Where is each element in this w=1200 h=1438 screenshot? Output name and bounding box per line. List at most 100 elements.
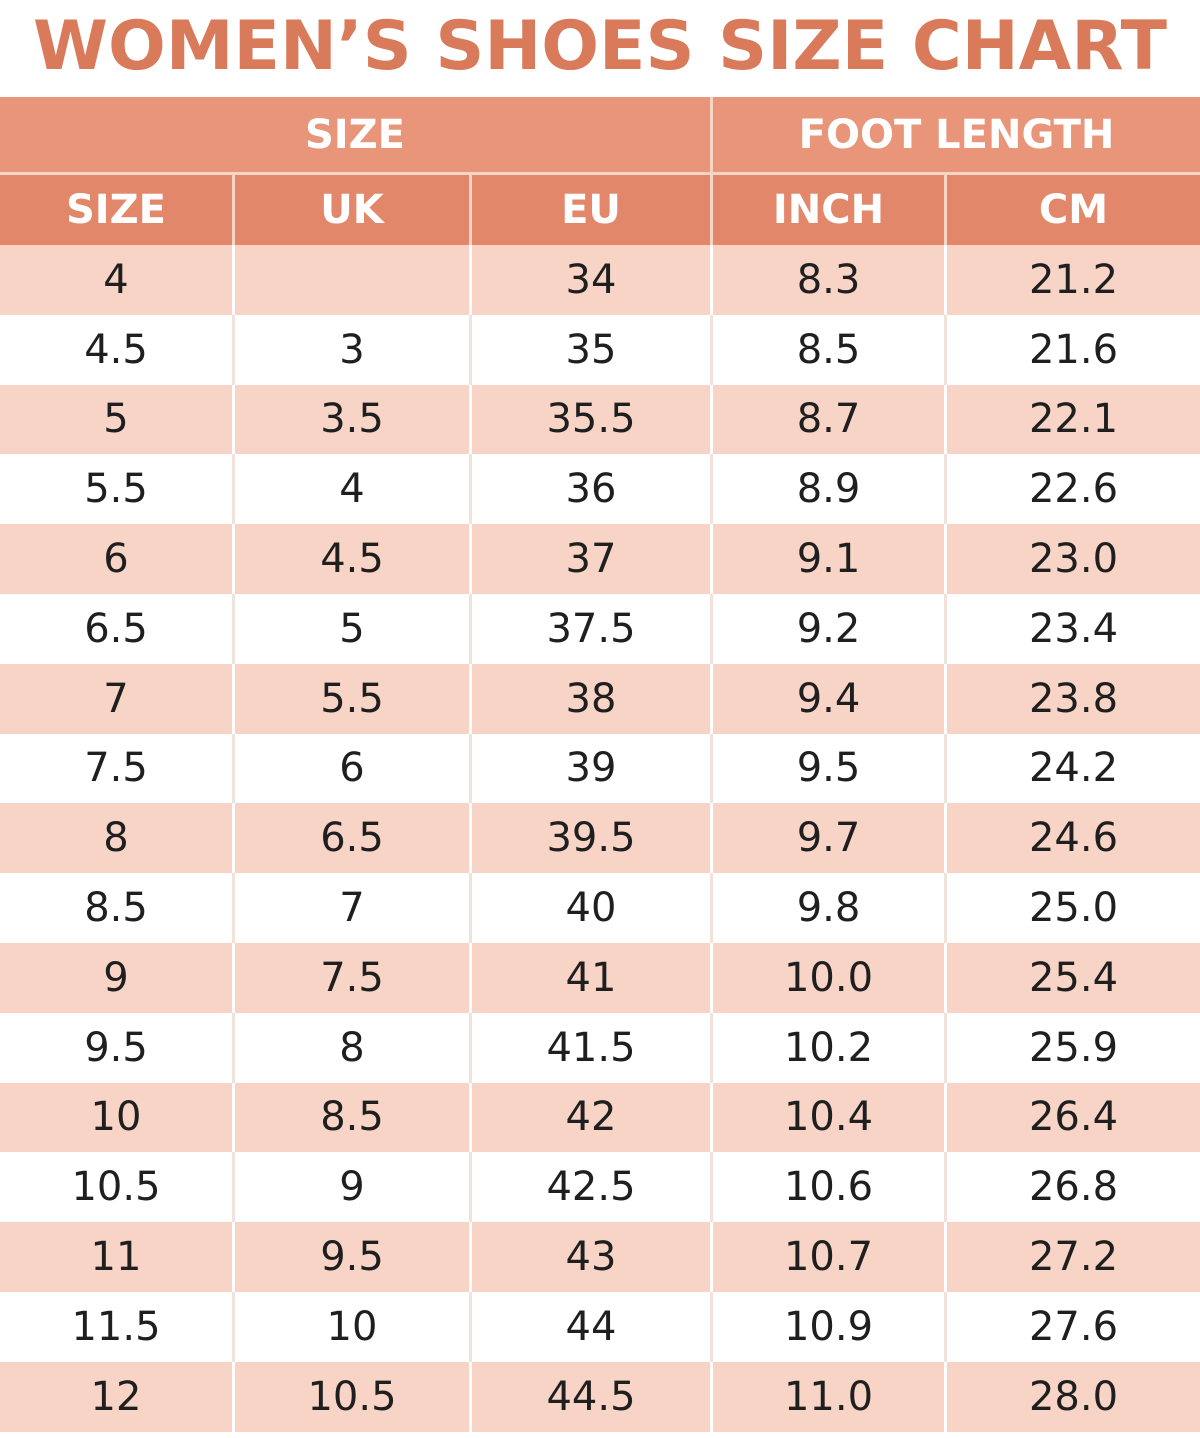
cell-uk: 6.5 [235,803,472,874]
table-row: 6 4.5 37 9.1 23.0 [0,524,1200,594]
cell-size: 4.5 [0,314,235,385]
table-row: 11 9.5 43 10.7 27.2 [0,1222,1200,1292]
cell-inch: 9.7 [713,803,947,874]
cell-size: 8.5 [0,873,235,943]
cell-cm: 22.6 [947,454,1200,525]
cell-eu: 44.5 [472,1361,713,1432]
cell-size: 5 [0,384,235,455]
group-header-foot-length: FOOT LENGTH [713,97,1200,175]
cell-inch: 8.9 [713,454,947,525]
column-header-eu: EU [472,175,713,245]
cell-uk: 10.5 [235,1361,472,1432]
column-header-size: SIZE [0,175,235,245]
cell-uk: 9 [235,1152,472,1223]
cell-size: 5.5 [0,454,235,525]
cell-eu: 35 [472,314,713,385]
column-header-uk: UK [235,175,472,245]
cell-size: 8 [0,803,235,874]
table-row: 10 8.5 42 10.4 26.4 [0,1082,1200,1153]
cell-inch: 8.3 [713,245,947,315]
cell-uk [235,245,472,315]
cell-inch: 9.8 [713,873,947,943]
cell-cm: 24.6 [947,803,1200,874]
cell-size: 11.5 [0,1291,235,1362]
cell-size: 12 [0,1361,235,1432]
cell-cm: 21.6 [947,314,1200,385]
cell-size: 4 [0,245,235,315]
cell-size: 9.5 [0,1012,235,1083]
table-row: 5.5 4 36 8.9 22.6 [0,454,1200,525]
cell-uk: 7.5 [235,942,472,1013]
cell-inch: 9.4 [713,663,947,734]
cell-cm: 27.6 [947,1291,1200,1362]
cell-inch: 10.6 [713,1152,947,1223]
table-row: 6.5 5 37.5 9.2 23.4 [0,593,1200,664]
cell-inch: 8.5 [713,314,947,385]
cell-cm: 23.8 [947,663,1200,734]
cell-uk: 9.5 [235,1222,472,1292]
cell-inch: 10.0 [713,942,947,1013]
cell-size: 10 [0,1082,235,1153]
column-header-cm: CM [947,175,1200,245]
cell-size: 7.5 [0,733,235,804]
column-header-row: SIZE UK EU INCH CM [0,175,1200,245]
cell-eu: 43 [472,1222,713,1292]
cell-cm: 24.2 [947,733,1200,804]
cell-size: 9 [0,942,235,1013]
cell-uk: 6 [235,733,472,804]
cell-inch: 9.5 [713,733,947,804]
size-chart-table: SIZE FOOT LENGTH SIZE UK EU INCH CM 4 34 8… [0,97,1200,1432]
cell-uk: 3 [235,314,472,385]
cell-eu: 38 [472,663,713,734]
cell-cm: 23.0 [947,524,1200,594]
table-row: 7 5.5 38 9.4 23.8 [0,663,1200,734]
cell-eu: 40 [472,873,713,943]
cell-uk: 7 [235,873,472,943]
table-row: 9 7.5 41 10.0 25.4 [0,942,1200,1013]
cell-eu: 35.5 [472,384,713,455]
cell-inch: 10.7 [713,1222,947,1292]
cell-inch: 10.9 [713,1291,947,1362]
cell-eu: 41 [472,942,713,1013]
cell-cm: 23.4 [947,593,1200,664]
cell-uk: 5.5 [235,663,472,734]
cell-cm: 25.9 [947,1012,1200,1083]
cell-size: 10.5 [0,1152,235,1223]
cell-cm: 25.4 [947,942,1200,1013]
cell-uk: 4 [235,454,472,525]
cell-eu: 37 [472,524,713,594]
cell-cm: 25.0 [947,873,1200,943]
table-row: 12 10.5 44.5 11.0 28.0 [0,1361,1200,1432]
table-row: 4.5 3 35 8.5 21.6 [0,314,1200,385]
cell-cm: 26.4 [947,1082,1200,1153]
cell-cm: 27.2 [947,1222,1200,1292]
table-row: 8 6.5 39.5 9.7 24.6 [0,803,1200,874]
cell-cm: 22.1 [947,384,1200,455]
cell-eu: 42.5 [472,1152,713,1223]
cell-uk: 3.5 [235,384,472,455]
cell-eu: 37.5 [472,593,713,664]
table-row: 9.5 8 41.5 10.2 25.9 [0,1012,1200,1083]
column-header-inch: INCH [713,175,947,245]
group-header-size: SIZE [0,97,713,175]
cell-inch: 10.2 [713,1012,947,1083]
cell-uk: 8 [235,1012,472,1083]
cell-eu: 36 [472,454,713,525]
table-body: 4 34 8.3 21.2 4.5 3 35 8.5 21.6 5 3.5 35.5 8.7 22.1 5.… [0,245,1200,1432]
cell-eu: 44 [472,1291,713,1362]
group-header-row: SIZE FOOT LENGTH [0,97,1200,175]
cell-eu: 39 [472,733,713,804]
cell-inch: 11.0 [713,1361,947,1432]
cell-inch: 9.2 [713,593,947,664]
cell-size: 6.5 [0,593,235,664]
cell-eu: 42 [472,1082,713,1153]
table-row: 5 3.5 35.5 8.7 22.1 [0,384,1200,455]
cell-cm: 21.2 [947,245,1200,315]
table-row: 4 34 8.3 21.2 [0,245,1200,315]
table-row: 11.5 10 44 10.9 27.6 [0,1291,1200,1362]
cell-size: 7 [0,663,235,734]
cell-eu: 34 [472,245,713,315]
cell-uk: 8.5 [235,1082,472,1153]
cell-uk: 5 [235,593,472,664]
cell-eu: 39.5 [472,803,713,874]
